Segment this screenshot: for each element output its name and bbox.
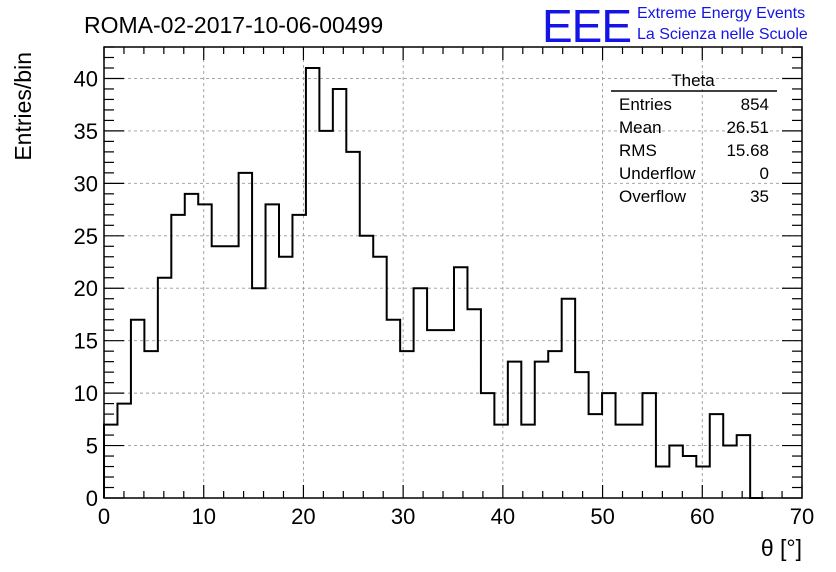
x-tick-label: 70 bbox=[790, 504, 814, 529]
histogram-bin bbox=[292, 215, 305, 498]
y-tick-label: 10 bbox=[74, 381, 98, 406]
histogram-bin bbox=[360, 236, 373, 498]
histogram-bin bbox=[494, 425, 507, 498]
histogram-bin bbox=[171, 215, 184, 498]
histogram-bin bbox=[239, 173, 252, 498]
histogram-bin bbox=[414, 288, 427, 498]
histogram-bin bbox=[696, 467, 709, 498]
y-tick-label: 0 bbox=[86, 486, 98, 511]
histogram-bin bbox=[710, 414, 723, 498]
logo-mark: EEE bbox=[542, 0, 631, 52]
histogram-bin bbox=[454, 267, 467, 498]
y-tick-label: 40 bbox=[74, 66, 98, 91]
stats-label-overflow: Overflow bbox=[619, 187, 687, 206]
histogram-bin bbox=[225, 246, 238, 498]
histogram-bin bbox=[481, 393, 494, 498]
chart-title: ROMA-02-2017-10-06-00499 bbox=[84, 12, 383, 38]
histogram-bin bbox=[144, 351, 157, 498]
y-tick-label: 35 bbox=[74, 119, 98, 144]
eee-logo: EEE Extreme Energy Events La Scienza nel… bbox=[542, 0, 808, 52]
histogram-bin bbox=[117, 404, 130, 498]
histogram-outline bbox=[103, 66, 764, 499]
stats-value-rms: 15.68 bbox=[726, 141, 769, 160]
y-tick-label: 25 bbox=[74, 224, 98, 249]
stats-label-underflow: Underflow bbox=[619, 164, 696, 183]
stats-title: Theta bbox=[671, 71, 715, 90]
histogram-bin bbox=[441, 330, 454, 498]
histogram-bin bbox=[521, 425, 534, 498]
histogram-bin bbox=[198, 204, 211, 498]
y-axis-label: Entries/bin bbox=[10, 52, 36, 161]
stats-value-mean: 26.51 bbox=[726, 118, 769, 137]
stats-value-entries: 854 bbox=[741, 95, 769, 114]
histogram-bin bbox=[185, 194, 198, 498]
x-axis-ticks: 0 10 20 30 40 50 60 70 bbox=[98, 47, 814, 529]
x-tick-label: 0 bbox=[98, 504, 110, 529]
histogram-bin bbox=[252, 288, 265, 498]
histogram-bin bbox=[629, 425, 642, 498]
histogram-bin bbox=[723, 446, 736, 498]
histogram-bin bbox=[642, 393, 655, 498]
x-tick-label: 50 bbox=[590, 504, 614, 529]
histogram-bin bbox=[616, 425, 629, 498]
histogram-bin bbox=[535, 362, 548, 498]
stats-value-overflow: 35 bbox=[750, 187, 769, 206]
stats-box: Theta Entries 854 Mean 26.51 RMS 15.68 U… bbox=[611, 71, 777, 206]
stats-value-underflow: 0 bbox=[760, 164, 769, 183]
histogram-bin bbox=[683, 456, 696, 498]
histogram-bin bbox=[548, 351, 561, 498]
stats-label-rms: RMS bbox=[619, 141, 657, 160]
histogram-bin bbox=[387, 320, 400, 498]
x-axis-label: θ [°] bbox=[761, 535, 802, 561]
histogram-bin bbox=[589, 414, 602, 498]
histogram-bin bbox=[669, 446, 682, 498]
x-tick-label: 20 bbox=[291, 504, 315, 529]
x-tick-label: 10 bbox=[191, 504, 215, 529]
histogram-bin bbox=[373, 257, 386, 498]
histogram-bin bbox=[212, 246, 225, 498]
x-tick-label: 40 bbox=[491, 504, 515, 529]
histogram-bin bbox=[508, 362, 521, 498]
histogram-bin bbox=[306, 68, 319, 498]
histogram-bin bbox=[562, 299, 575, 498]
y-tick-label: 5 bbox=[86, 434, 98, 459]
histogram-bin bbox=[400, 351, 413, 498]
histogram-bin bbox=[266, 204, 279, 498]
x-tick-label: 30 bbox=[391, 504, 415, 529]
histogram-bin bbox=[575, 372, 588, 498]
x-tick-label: 60 bbox=[690, 504, 714, 529]
histogram-bin bbox=[279, 257, 292, 498]
histogram-bin bbox=[333, 89, 346, 498]
logo-line-1: Extreme Energy Events bbox=[637, 5, 805, 22]
histogram-bin bbox=[467, 309, 480, 498]
histogram-bin bbox=[319, 131, 332, 498]
histogram-bin bbox=[427, 330, 440, 498]
plot-frame bbox=[103, 46, 803, 499]
logo-line-2: La Scienza nelle Scuole bbox=[637, 26, 808, 43]
histogram-bin bbox=[158, 278, 171, 498]
histogram-series bbox=[103, 66, 764, 499]
histogram-bin bbox=[602, 393, 615, 498]
plot-border bbox=[103, 46, 803, 499]
y-tick-label: 15 bbox=[74, 329, 98, 354]
stats-label-entries: Entries bbox=[619, 95, 672, 114]
y-tick-label: 30 bbox=[74, 171, 98, 196]
y-axis-ticks: 0 5 10 15 20 25 30 35 40 bbox=[74, 46, 802, 511]
stats-label-mean: Mean bbox=[619, 118, 662, 137]
histogram-bin bbox=[737, 435, 750, 498]
y-tick-label: 20 bbox=[74, 276, 98, 301]
histogram-bin bbox=[346, 152, 359, 498]
histogram-bin bbox=[131, 320, 144, 498]
